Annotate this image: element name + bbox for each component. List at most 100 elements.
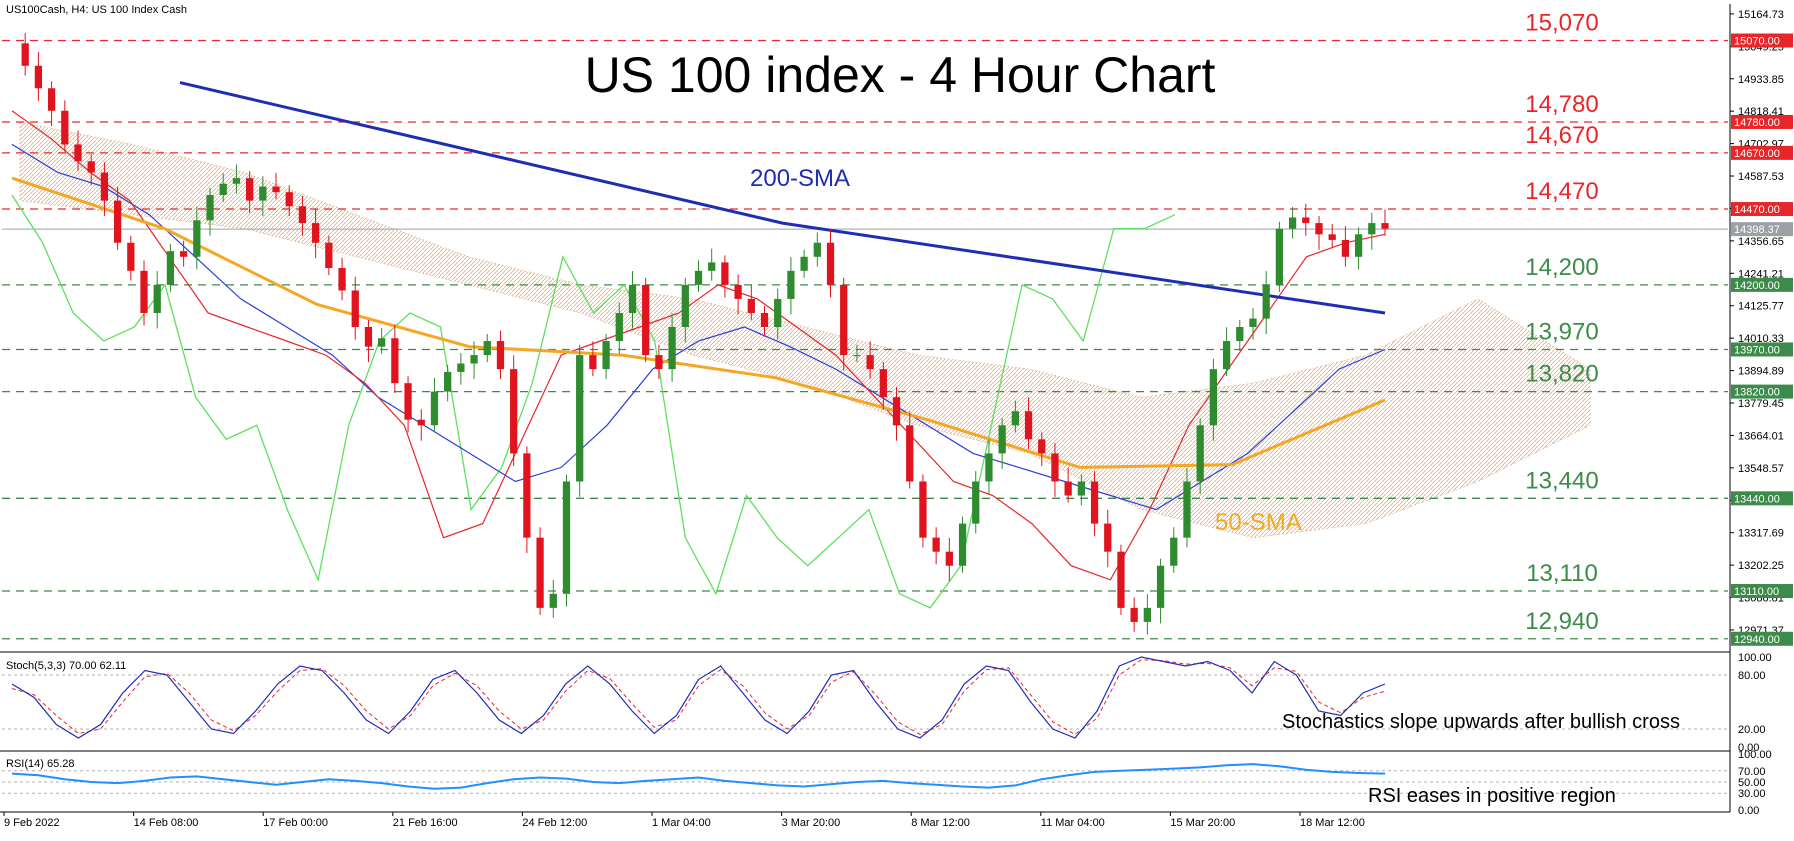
candle-body <box>800 256 808 271</box>
candle-body <box>179 251 188 257</box>
current-price-tag-label: 14398.37 <box>1734 224 1780 236</box>
candle-body <box>906 425 914 482</box>
candle-body <box>589 355 597 370</box>
time-tick-label: 9 Feb 2022 <box>4 817 60 829</box>
current-price-tag <box>1731 222 1793 237</box>
rsi-line <box>11 763 1386 790</box>
rsi-tick-label: 100.00 <box>1738 749 1772 761</box>
support-label: 14,200 <box>1525 254 1598 281</box>
candle-body <box>1038 439 1046 454</box>
support-price-tag <box>1731 277 1793 292</box>
candle-body <box>708 262 716 271</box>
time-tick-label: 24 Feb 12:00 <box>522 817 587 829</box>
candle-body <box>1249 318 1257 327</box>
candle-body <box>285 192 293 207</box>
candle-body <box>1183 481 1191 538</box>
candle-body <box>1315 223 1323 235</box>
resistance-label: 14,780 <box>1525 91 1598 118</box>
stoch-tick-label: 100.00 <box>1738 652 1772 664</box>
price-tick-label: 14587.53 <box>1738 171 1784 183</box>
stoch-note: Stochastics slope upwards after bullish … <box>1282 711 1680 733</box>
candle-body <box>510 369 518 454</box>
sma50-line <box>11 176 1386 469</box>
stoch-tick-label: 20.00 <box>1738 724 1766 736</box>
candle-body <box>879 369 887 398</box>
candle-body <box>219 183 227 195</box>
candle-body <box>523 453 531 538</box>
support-label: 13,110 <box>1526 560 1598 587</box>
candle-body <box>338 268 346 291</box>
time-tick-label: 17 Feb 00:00 <box>263 817 328 829</box>
price-tick-label: 14010.33 <box>1738 333 1784 345</box>
candle-body <box>1236 327 1244 342</box>
candle-body <box>760 312 769 327</box>
candle-body <box>470 355 478 364</box>
candle-body <box>1381 223 1389 229</box>
candle-body <box>391 338 399 384</box>
candle-body <box>1156 565 1165 608</box>
candle-body <box>444 371 452 392</box>
candle-body <box>972 481 980 524</box>
stoch-indicator-label: Stoch(5,3,3) 70.00 62.11 <box>6 660 126 672</box>
candle-body <box>153 284 161 313</box>
candle-body <box>1275 228 1284 285</box>
resistance-price-tag-label: 14780.00 <box>1734 117 1780 129</box>
candle-body <box>985 453 993 482</box>
candle-body <box>74 144 82 162</box>
candle-body <box>721 262 729 285</box>
symbol-label: US100Cash, H4: US 100 Index Cash <box>6 4 187 16</box>
candle-body <box>259 186 267 201</box>
resistance-price-tag <box>1731 114 1793 129</box>
candle-body <box>1328 234 1336 240</box>
candle-body <box>1354 234 1363 257</box>
candle-body <box>1341 239 1350 257</box>
candle-body <box>602 341 610 370</box>
candle-body <box>826 242 835 285</box>
support-price-tag-label: 14200.00 <box>1734 280 1780 292</box>
candle-body <box>576 355 584 482</box>
candle-body <box>1024 411 1033 440</box>
candle-body <box>1130 607 1138 622</box>
candle-body <box>166 251 175 285</box>
candlesticks <box>21 32 1389 635</box>
candle-body <box>853 355 861 357</box>
candle-body <box>47 88 56 111</box>
candle-body <box>364 327 373 347</box>
time-axis: 9 Feb 2022 14 Feb 08:00 17 Feb 00:00 21 Feb… <box>3 812 1365 829</box>
candle-body <box>787 270 795 299</box>
candle-body <box>681 284 689 327</box>
candle-body <box>562 481 571 594</box>
sma50-label: 50-SMA <box>1215 509 1302 536</box>
time-tick-label: 11 Mar 04:00 <box>1041 817 1105 829</box>
resistance-price-tag <box>1731 33 1793 48</box>
rsi-tick-label: 30.00 <box>1738 788 1766 800</box>
candle-body <box>246 178 254 201</box>
rsi-note: RSI eases in positive region <box>1368 785 1616 807</box>
candle-body <box>840 284 848 356</box>
candle-body <box>892 397 901 426</box>
candle-body <box>21 43 29 66</box>
candle-body <box>483 341 491 356</box>
rsi-tick-label: 70.00 <box>1738 766 1766 778</box>
candle-body <box>549 593 557 608</box>
candle-body <box>866 355 874 370</box>
support-price-tag-label: 12940.00 <box>1734 634 1780 646</box>
price-tick-label: 13202.25 <box>1738 560 1784 572</box>
candle-body <box>312 223 320 243</box>
support-price-tag-label: 13970.00 <box>1734 344 1780 356</box>
candle-body <box>694 270 703 285</box>
support-label: 12,940 <box>1525 608 1598 635</box>
candle-body <box>615 312 623 342</box>
candle-body <box>206 194 214 221</box>
candle-body <box>113 200 122 243</box>
rsi-indicator-label: RSI(14) 65.28 <box>6 758 74 770</box>
time-tick-label: 15 Mar 20:00 <box>1170 817 1235 829</box>
candle-body <box>404 383 412 420</box>
candle-body <box>140 270 148 313</box>
stoch-signal-line <box>11 659 1386 735</box>
candle-body <box>351 290 359 327</box>
candle-body <box>457 363 465 372</box>
rsi-tick-label: 50.00 <box>1738 777 1766 789</box>
support-price-tag-label: 13440.00 <box>1734 493 1780 505</box>
